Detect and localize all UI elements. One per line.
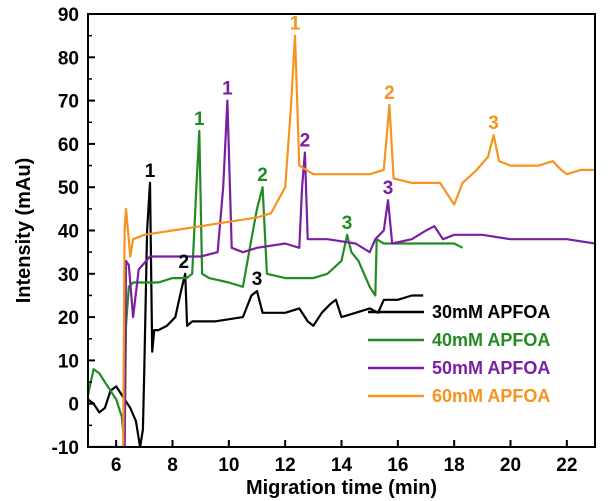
- legend-label-2: 50mM APFOA: [432, 358, 550, 378]
- legend-label-3: 60mM APFOA: [432, 386, 550, 406]
- x-tick-label: 22: [556, 455, 577, 476]
- peak-label-2-0: 1: [222, 79, 233, 100]
- x-tick-label: 14: [331, 455, 353, 476]
- x-tick-label: 12: [275, 455, 296, 476]
- x-axis-title: Migration time (min): [246, 477, 437, 499]
- peak-label-3-1: 2: [384, 83, 395, 104]
- y-tick-label: -10: [52, 438, 79, 459]
- y-tick-label: 40: [58, 222, 79, 243]
- plot-lines: [88, 34, 595, 447]
- legend-label-1: 40mM APFOA: [432, 330, 550, 350]
- peak-label-3-0: 1: [290, 14, 301, 35]
- x-tick-label: 6: [111, 455, 122, 476]
- y-tick-label: 90: [58, 5, 79, 26]
- peak-label-1-1: 2: [257, 165, 268, 186]
- peak-label-0-0: 1: [145, 161, 156, 182]
- peak-label-3-2: 3: [488, 113, 499, 134]
- x-tick-label: 20: [500, 455, 521, 476]
- peak-label-2-1: 2: [300, 131, 311, 152]
- x-tick-label: 8: [167, 455, 178, 476]
- y-tick-label: 20: [58, 308, 79, 329]
- legend: 30mM APFOA 40mM APFOA 50mM APFOA 60mM APFOA: [368, 302, 550, 406]
- y-tick-label: 60: [58, 135, 79, 156]
- x-tick-label: 16: [387, 455, 408, 476]
- y-tick-label: 10: [58, 351, 79, 372]
- peak-label-0-1: 2: [179, 252, 190, 273]
- series-line-3: [122, 34, 595, 447]
- y-tick-label: 0: [68, 395, 79, 416]
- peak-label-1-0: 1: [194, 109, 205, 130]
- peak-labels: 1 2 3 1 2 3 1 2 3 1 2 3: [145, 14, 499, 290]
- x-tick-label: 10: [218, 455, 239, 476]
- series-line-0: [88, 181, 424, 447]
- peak-label-2-2: 3: [383, 178, 394, 199]
- y-tick-label: 30: [58, 265, 79, 286]
- x-tick-label: 18: [444, 455, 465, 476]
- peak-label-1-2: 3: [342, 213, 353, 234]
- y-tick-label: 50: [58, 178, 79, 199]
- y-axis-title: Intensity (mAu): [13, 158, 35, 304]
- y-tick-label: 80: [58, 48, 79, 69]
- y-tick-label: 70: [58, 92, 79, 113]
- legend-label-0: 30mM APFOA: [432, 302, 550, 322]
- peak-label-0-2: 3: [252, 269, 263, 290]
- series-line-2: [88, 99, 595, 447]
